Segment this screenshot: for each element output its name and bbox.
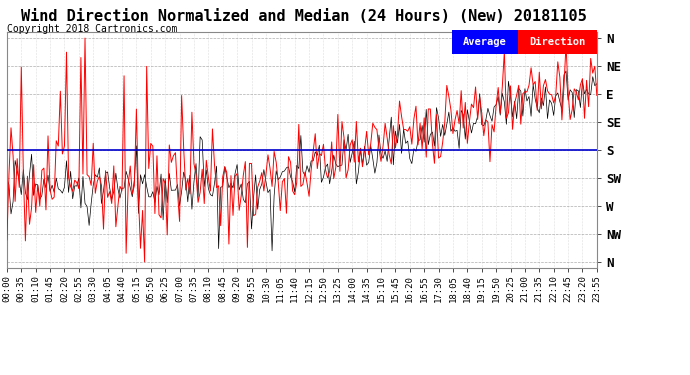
Text: Copyright 2018 Cartronics.com: Copyright 2018 Cartronics.com	[7, 24, 177, 34]
Text: Direction: Direction	[529, 37, 585, 47]
Text: Average: Average	[463, 37, 506, 47]
Text: Wind Direction Normalized and Median (24 Hours) (New) 20181105: Wind Direction Normalized and Median (24…	[21, 9, 586, 24]
